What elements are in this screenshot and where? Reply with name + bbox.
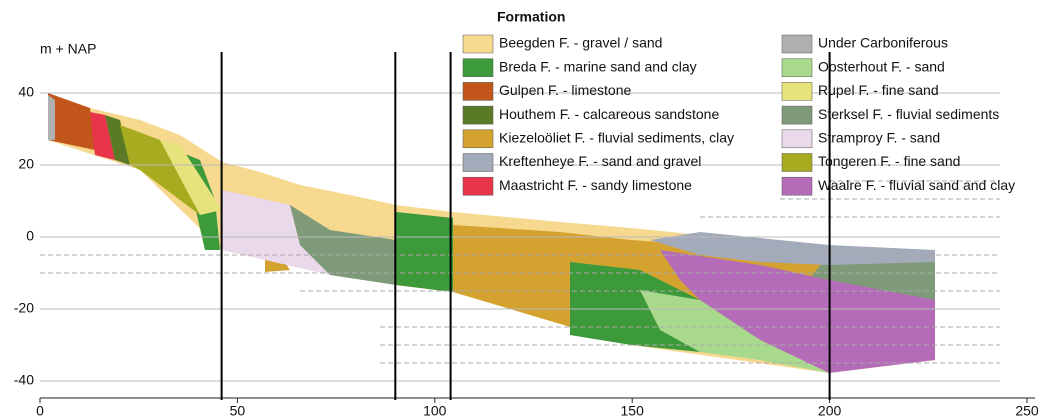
legend-swatch — [782, 82, 812, 100]
legend-label: Kiezeloöliet F. - fluvial sediments, cla… — [499, 130, 734, 146]
legend-swatch — [463, 106, 493, 124]
y-tick-label: 40 — [18, 84, 34, 100]
y-tick-label: -40 — [14, 372, 34, 388]
legend-swatch — [782, 106, 812, 124]
legend-label: Kreftenheye F. - sand and gravel — [499, 153, 701, 169]
legend-label: Houthem F. - calcareous sandstone — [499, 106, 719, 122]
x-tick-label: 50 — [230, 403, 246, 419]
legend-label: Beegden F. - gravel / sand — [499, 35, 662, 51]
legend-swatch — [463, 35, 493, 53]
formation-area — [48, 93, 95, 150]
legend-label: Oosterhout F. - sand — [818, 58, 945, 74]
legend-swatch — [782, 130, 812, 148]
x-tick-label: 150 — [621, 403, 645, 419]
legend-swatch — [782, 59, 812, 77]
legend-label: Rupel F. - fine sand — [818, 82, 939, 98]
x-tick-label: 0 — [36, 403, 44, 419]
formation-area — [396, 212, 453, 292]
legend-swatch — [782, 154, 812, 172]
legend-label: Under Carboniferous — [818, 35, 948, 51]
legend-label: Gulpen F. - limestone — [499, 82, 631, 98]
legend-swatch — [782, 177, 812, 195]
legend-swatch — [463, 82, 493, 100]
y-axis-label: m + NAP — [40, 41, 96, 57]
legend-label: Tongeren F. - fine sand — [818, 153, 960, 169]
legend-label: Breda F. - marine sand and clay — [499, 58, 697, 74]
y-tick-label: -20 — [14, 300, 34, 316]
legend-swatch — [463, 130, 493, 148]
legend-swatch — [463, 154, 493, 172]
legend-swatch — [782, 35, 812, 53]
legend-label: Stramproy F. - sand — [818, 130, 940, 146]
chart: m + NAP Formation 40200-20-4005010015020… — [0, 0, 1056, 420]
formation-area — [48, 95, 55, 140]
x-tick-label: 100 — [423, 403, 447, 419]
legend-swatch — [463, 177, 493, 195]
legend-swatch — [463, 59, 493, 77]
y-tick-label: 20 — [18, 156, 34, 172]
legend-label: Waalre F. - fluvial sand and clay — [818, 177, 1015, 193]
legend-label: Maastricht F. - sandy limestone — [499, 177, 692, 193]
legend-title: Formation — [497, 9, 565, 25]
legend-label: Sterksel F. - fluvial sediments — [818, 106, 999, 122]
y-tick-label: 0 — [26, 228, 34, 244]
x-tick-label: 250 — [1015, 403, 1039, 419]
x-tick-label: 200 — [818, 403, 842, 419]
